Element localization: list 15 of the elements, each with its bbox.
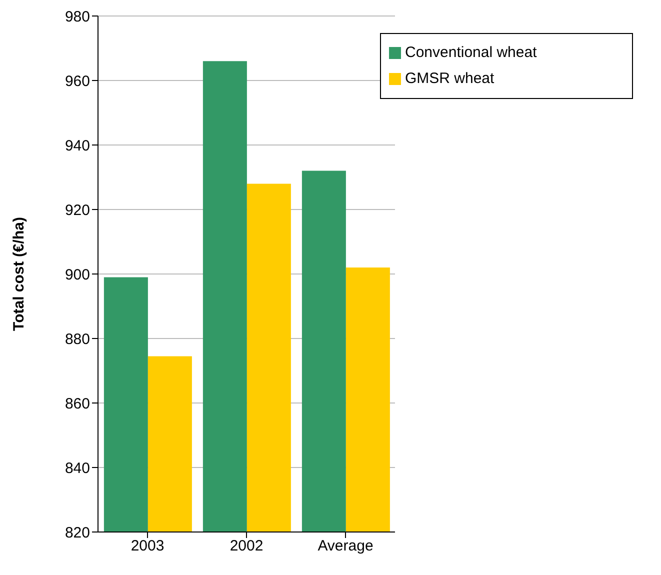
y-tick-label: 840 [64, 460, 90, 477]
y-axis-title: Total cost (€/ha) [10, 217, 28, 331]
y-tick-label: 980 [64, 8, 90, 26]
y-tick-label: 900 [64, 266, 90, 284]
legend-label: Conventional wheat [405, 44, 537, 61]
legend-label: GMSR wheat [405, 70, 494, 87]
y-tick-label: 920 [64, 202, 90, 219]
y-tick-label: 860 [64, 395, 90, 412]
y-tick-label: 880 [64, 330, 90, 348]
y-tick-label: 820 [64, 524, 90, 542]
x-tick-label: 2003 [130, 538, 164, 555]
x-tick-label: Average [318, 538, 374, 555]
x-tick-label: 2002 [230, 538, 264, 555]
y-tick-label: 960 [64, 72, 90, 90]
y-tick-label: 940 [64, 137, 90, 154]
